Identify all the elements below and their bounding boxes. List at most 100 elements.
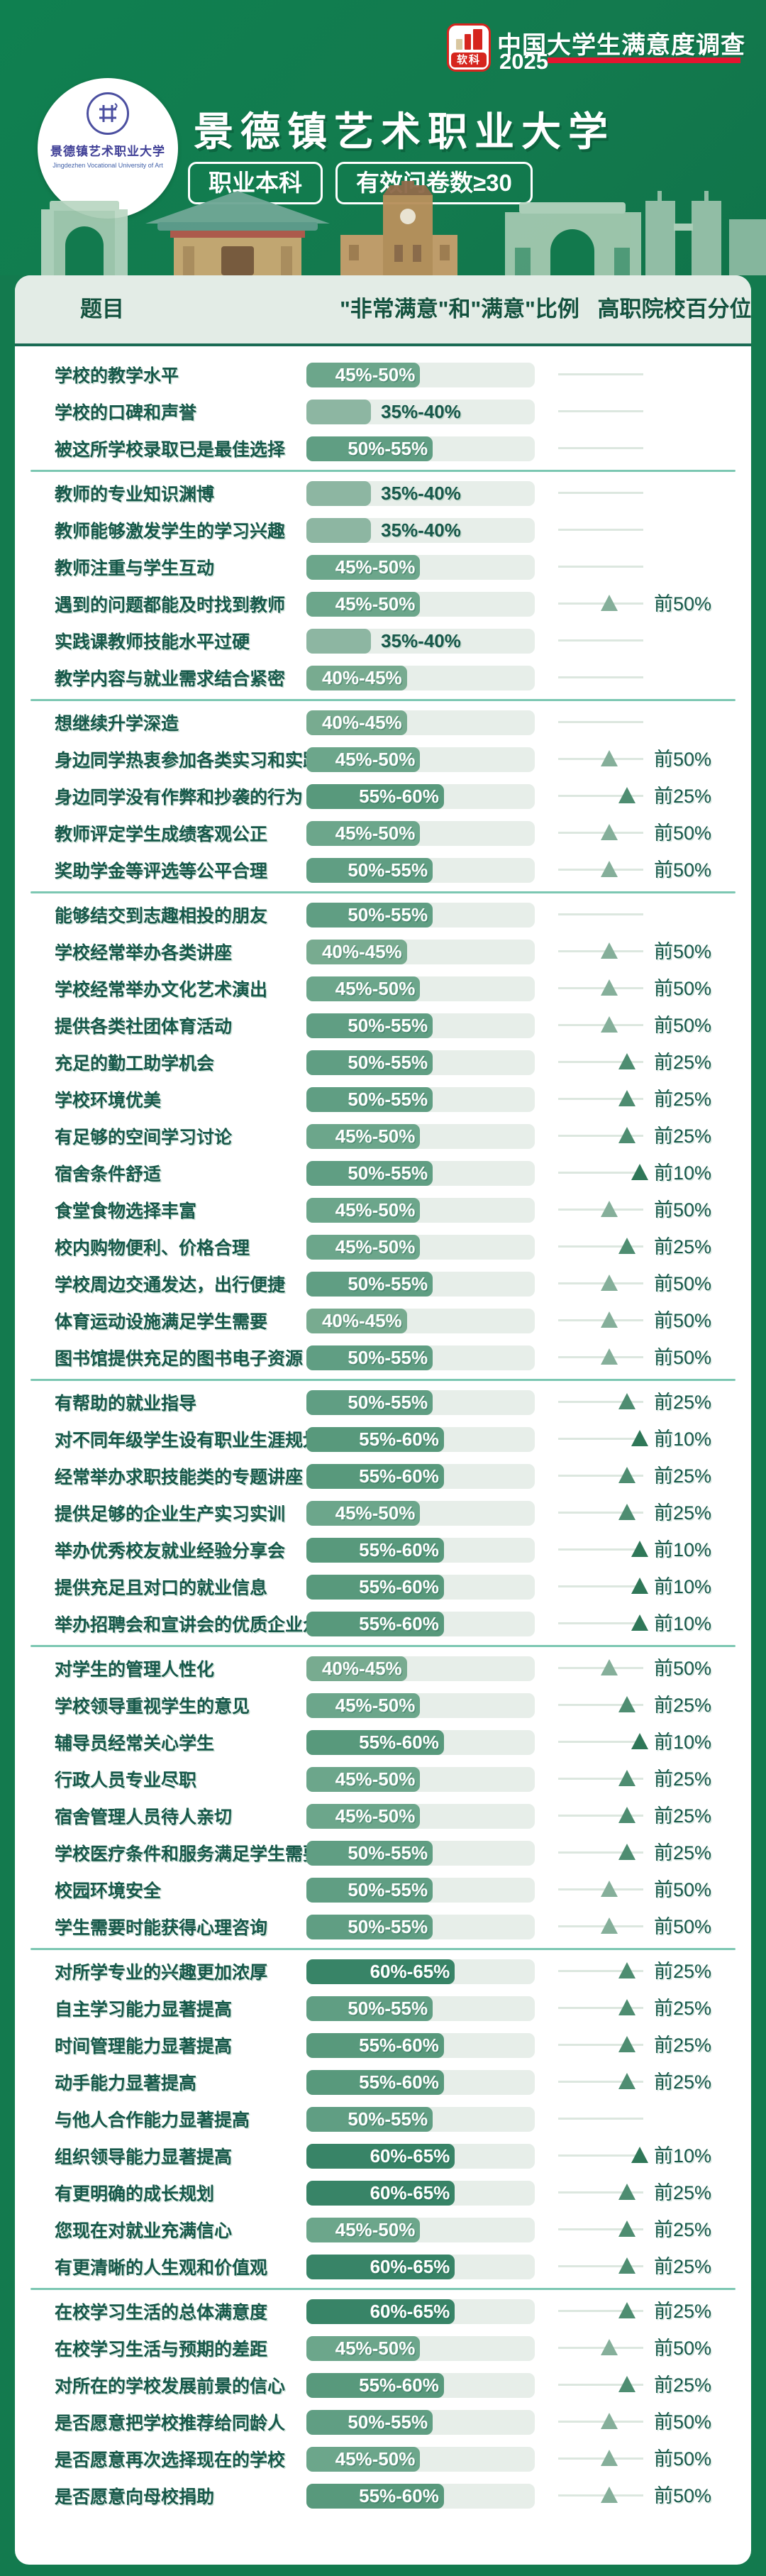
percentile-indicator: 前25% [558,1050,736,1075]
percentile-label: 前25% [654,1392,712,1413]
satisfaction-bar-fill [306,1574,444,1600]
satisfaction-bar: 45%-50% [306,1123,535,1149]
percentile-triangle-icon [601,2339,618,2355]
satisfaction-bar: 45%-50% [306,2446,535,2472]
satisfaction-bar: 55%-60% [306,1537,535,1563]
percentile-triangle-icon [601,1917,618,1934]
satisfaction-bar: 45%-50% [306,1803,535,1829]
percentile-label: 前50% [654,1015,712,1036]
percentile-scale-line [558,1970,643,1972]
satisfaction-bar: 55%-60% [306,1611,535,1636]
satisfaction-range-label: 35%-40% [381,629,461,651]
results-card: 题目 "非常满意"和"满意"比例 高职院校百分位 学校的教学水平 45%-50% 学… [15,275,752,2565]
percentile-label: 前25% [654,1842,712,1864]
percentile-scale-line [558,1245,643,1248]
question-label: 在校学习生活的总体满意度 [55,2303,268,2323]
satisfaction-range-label: 45%-50% [335,822,416,844]
satisfaction-range-label: 55%-60% [359,785,439,807]
percentile-indicator [558,399,736,424]
survey-row: 辅导员经常关心学生 55%-60% 前10% [15,1724,751,1761]
satisfaction-range-label: 55%-60% [359,1465,439,1487]
satisfaction-bar-fill [306,1160,433,1186]
percentile-indicator: 前50% [558,820,736,846]
question-label: 学生需要时能获得心理咨询 [55,1918,268,1938]
question-label: 举办招聘会和宣讲会的优质企业众多 [55,1615,339,1635]
satisfaction-range-label: 40%-45% [321,1309,402,1331]
percentile-indicator: 前10% [558,1574,736,1600]
percentile-indicator: 前50% [558,1271,736,1297]
question-label: 行政人员专业尽职 [55,1771,197,1790]
survey-row: 在校学习生活的总体满意度 60%-65% 前25% [15,2293,751,2330]
percentile-indicator: 前10% [558,1729,736,1755]
satisfaction-range-label: 50%-55% [348,1014,428,1036]
percentile-scale-line [558,2044,643,2046]
question-label: 食堂食物选择丰富 [55,1201,197,1221]
satisfaction-bar: 50%-55% [306,1389,535,1415]
ruanke-logo-text: 软科 [451,53,487,67]
question-label: 辅导员经常关心学生 [55,1734,215,1754]
percentile-indicator [558,436,736,461]
percentile-triangle-icon [601,1881,618,1897]
percentile-label: 前25% [654,2182,712,2203]
percentile-triangle-icon [618,2073,636,2089]
survey-row: 教师能够激发学生的学习兴趣 35%-40% [15,512,751,549]
percentile-triangle-icon [601,1348,618,1365]
emblem-seal-icon [87,92,129,135]
survey-row: 学校的口碑和声誉 35%-40% [15,393,751,430]
percentile-triangle-icon [618,787,636,803]
satisfaction-bar-fill [306,1537,444,1563]
percentile-label: 前10% [654,1613,712,1634]
survey-row: 行政人员专业尽职 45%-50% 前25% [15,1761,751,1798]
satisfaction-bar: 55%-60% [306,2032,535,2058]
percentile-indicator: 前25% [558,1463,736,1489]
percentile-triangle-icon [601,1016,618,1033]
satisfaction-bar: 45%-50% [306,1766,535,1792]
question-label: 想继续升学深造 [55,714,179,734]
percentile-indicator: 前50% [558,2335,736,2361]
column-header-satisfaction-ratio: "非常满意"和"满意"比例 [340,297,579,321]
percentile-label: 前50% [654,859,712,881]
satisfaction-bar-fill [306,976,421,1001]
question-label: 提供各类社团体育活动 [55,1017,233,1037]
percentile-label: 前25% [654,1961,712,1982]
percentile-triangle-icon [618,1504,636,1520]
percentile-label: 前50% [654,1347,712,1368]
question-label: 有足够的空间学习讨论 [55,1128,233,1147]
satisfaction-bar: 35%-40% [306,628,535,654]
question-label: 对所在的学校发展前景的信心 [55,2377,286,2396]
satisfaction-bar-fill [306,399,372,424]
percentile-label: 前50% [654,1916,712,1937]
satisfaction-bar: 40%-45% [306,1308,535,1333]
survey-row: 与他人合作能力显著提高 50%-55% [15,2101,751,2137]
percentile-triangle-icon [601,1275,618,1291]
question-label: 自主学习能力显著提高 [55,2000,233,2020]
percentile-scale-line [558,2384,643,2386]
survey-row: 在校学习生活与预期的差距 45%-50% 前50% [15,2330,751,2367]
hero-header: 软科 中国大学生满意度调查 2025 景德镇艺术职业大学 Jingdezhen … [0,0,766,275]
percentile-scale-line [558,1438,643,1440]
percentile-scale-line [558,1815,643,1817]
satisfaction-bar: 50%-55% [306,1013,535,1038]
percentile-indicator: 前50% [558,2446,736,2472]
percentile-scale-line [558,1475,643,1477]
question-label: 对所学专业的兴趣更加浓厚 [55,1963,268,1983]
percentile-scale-line [558,1172,643,1174]
percentile-indicator [558,628,736,654]
survey-row: 对所学专业的兴趣更加浓厚 60%-65% 前25% [15,1953,751,1990]
satisfaction-range-label: 50%-55% [348,859,428,881]
satisfaction-bar: 45%-50% [306,2335,535,2361]
satisfaction-range-label: 60%-65% [370,2181,450,2203]
percentile-triangle-icon [618,1053,636,1069]
satisfaction-bar-fill [306,1345,433,1370]
percentile-indicator: 前50% [558,939,736,964]
survey-row: 学校周边交通发达，出行便捷 50%-55% 前50% [15,1265,751,1302]
question-label: 身边同学热衷参加各类实习和实践 [55,751,321,771]
percentile-label: 前50% [654,2338,712,2359]
percentile-label: 前25% [654,2219,712,2240]
percentile-triangle-icon [601,1659,618,1675]
satisfaction-bar-fill [306,1692,421,1718]
satisfaction-range-label: 55%-60% [359,1575,439,1597]
question-label: 提供足够的企业生产实习实训 [55,1504,286,1524]
percentile-indicator: 前50% [558,2483,736,2509]
percentile-triangle-icon [631,2147,649,2163]
